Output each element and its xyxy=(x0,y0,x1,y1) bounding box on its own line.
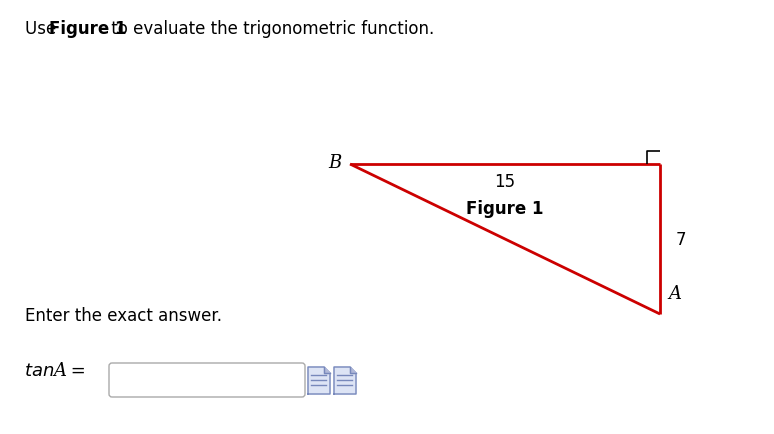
Text: A: A xyxy=(668,284,681,302)
Text: tan: tan xyxy=(25,361,60,379)
Text: A: A xyxy=(53,361,66,379)
Text: 15: 15 xyxy=(495,173,515,191)
Text: Use: Use xyxy=(25,20,61,38)
Text: Figure 1: Figure 1 xyxy=(49,20,126,38)
Text: =: = xyxy=(65,361,86,379)
Polygon shape xyxy=(324,367,330,373)
Text: to evaluate the trigonometric function.: to evaluate the trigonometric function. xyxy=(106,20,434,38)
Polygon shape xyxy=(334,367,356,394)
Polygon shape xyxy=(350,367,356,373)
Text: Figure 1: Figure 1 xyxy=(466,200,544,217)
Text: Enter the exact answer.: Enter the exact answer. xyxy=(25,306,222,324)
Text: B: B xyxy=(329,154,342,171)
FancyBboxPatch shape xyxy=(109,363,305,397)
Text: 7: 7 xyxy=(676,230,687,248)
Polygon shape xyxy=(308,367,330,394)
